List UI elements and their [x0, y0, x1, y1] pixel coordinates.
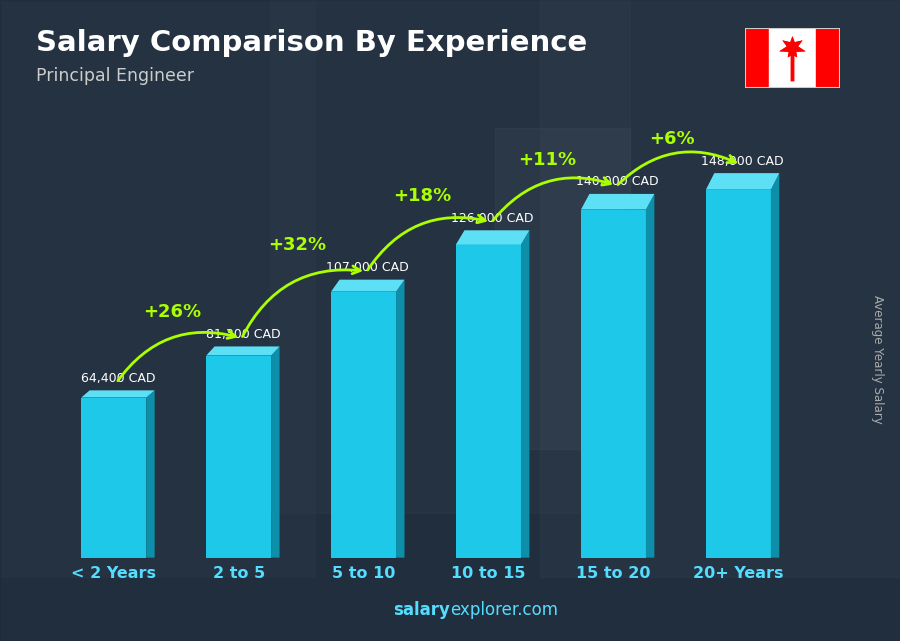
Polygon shape: [206, 346, 280, 356]
Polygon shape: [271, 346, 280, 558]
Polygon shape: [81, 397, 146, 558]
Polygon shape: [706, 173, 779, 190]
Text: 148,000 CAD: 148,000 CAD: [701, 154, 784, 167]
Bar: [816, 28, 840, 88]
Polygon shape: [580, 210, 646, 558]
Polygon shape: [206, 356, 271, 558]
Text: +18%: +18%: [393, 187, 452, 205]
Polygon shape: [331, 279, 404, 292]
Text: +32%: +32%: [268, 237, 327, 254]
Polygon shape: [396, 279, 404, 558]
Text: salary: salary: [393, 601, 450, 619]
Text: Salary Comparison By Experience: Salary Comparison By Experience: [36, 29, 587, 57]
Bar: [495, 128, 630, 449]
Text: 81,300 CAD: 81,300 CAD: [205, 328, 280, 341]
Bar: [540, 0, 900, 577]
Text: explorer.com: explorer.com: [450, 601, 558, 619]
Polygon shape: [580, 194, 654, 210]
Polygon shape: [81, 390, 155, 397]
Text: 107,000 CAD: 107,000 CAD: [327, 261, 410, 274]
Polygon shape: [456, 230, 529, 244]
Polygon shape: [646, 194, 654, 558]
Text: 140,000 CAD: 140,000 CAD: [576, 176, 659, 188]
Text: +6%: +6%: [650, 130, 695, 148]
Polygon shape: [770, 173, 779, 558]
Polygon shape: [521, 230, 529, 558]
Text: Principal Engineer: Principal Engineer: [36, 67, 194, 85]
Text: +11%: +11%: [518, 151, 576, 169]
Polygon shape: [146, 390, 155, 558]
Text: 126,000 CAD: 126,000 CAD: [452, 212, 534, 225]
Bar: [769, 28, 816, 88]
Polygon shape: [331, 292, 396, 558]
Polygon shape: [779, 36, 806, 58]
Polygon shape: [456, 244, 521, 558]
Text: 64,400 CAD: 64,400 CAD: [81, 372, 155, 385]
Text: +26%: +26%: [143, 303, 202, 321]
Polygon shape: [769, 28, 816, 88]
Bar: [745, 28, 769, 88]
Polygon shape: [706, 190, 770, 558]
Text: Average Yearly Salary: Average Yearly Salary: [871, 295, 884, 423]
Bar: [0, 0, 315, 577]
Polygon shape: [779, 36, 806, 58]
Bar: [270, 0, 630, 513]
